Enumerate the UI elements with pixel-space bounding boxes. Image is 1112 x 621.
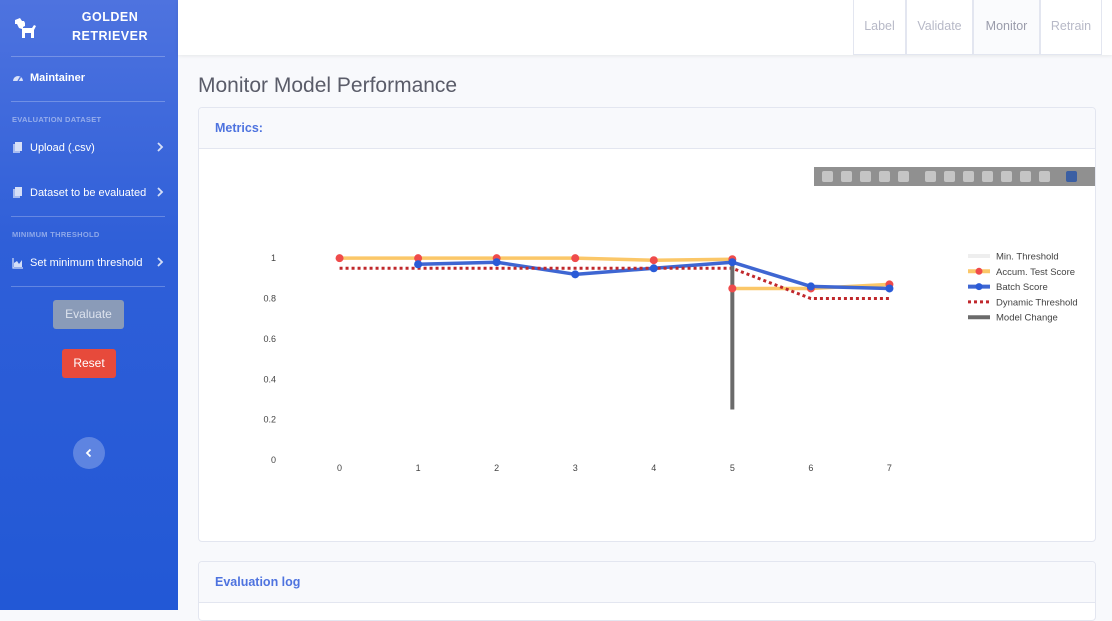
section-heading-threshold: MINIMUM THRESHOLD: [12, 230, 100, 239]
x-tick-label: 0: [337, 463, 342, 473]
y-tick-label: 1: [271, 253, 276, 263]
data-point: [571, 270, 580, 279]
chevron-right-icon: [157, 257, 164, 267]
zoom-in-icon[interactable]: [925, 171, 936, 182]
data-point: [649, 264, 658, 273]
data-point: [335, 254, 344, 263]
data-point: [414, 254, 423, 263]
reset-button[interactable]: Reset: [62, 349, 116, 378]
tab-monitor[interactable]: Monitor: [973, 0, 1040, 55]
hover-compare-icon[interactable]: [1039, 171, 1050, 182]
chevron-left-icon: [85, 448, 92, 458]
sidebar-item-label: Upload (.csv): [30, 142, 95, 154]
data-point: [571, 254, 580, 263]
lasso-icon[interactable]: [898, 171, 909, 182]
card-header: Evaluation log: [199, 562, 1095, 603]
copy-icon: [13, 142, 22, 153]
brand-line-2: RETRIEVER: [71, 29, 149, 43]
y-tick-label: 0.4: [263, 374, 276, 384]
dashboard-icon: [13, 76, 23, 82]
plotly-logo-icon[interactable]: [1066, 171, 1077, 182]
sidebar-item-label: Maintainer: [30, 72, 86, 84]
metrics-chart[interactable]: 0 0.2 0.4 0.6 0.8 1 0 1 2 3 4 5 6 7 Min. Threshold Accu…: [198, 186, 1095, 516]
data-point: [806, 282, 815, 291]
sidebar-divider: [11, 101, 165, 102]
x-tick-label: 2: [494, 463, 499, 473]
chevron-right-icon: [157, 142, 164, 152]
area-chart-icon: [12, 258, 23, 269]
reset-axes-icon[interactable]: [982, 171, 993, 182]
x-tick-label: 4: [651, 463, 656, 473]
x-tick-label: 6: [808, 463, 813, 473]
spike-lines-icon[interactable]: [1001, 171, 1012, 182]
tab-validate[interactable]: Validate: [906, 0, 973, 55]
card-title: Evaluation log: [215, 575, 301, 589]
card-header: Metrics:: [199, 108, 1095, 149]
y-tick-label: 0: [271, 455, 276, 465]
data-point: [728, 284, 737, 293]
tab-retrain[interactable]: Retrain: [1040, 0, 1102, 55]
legend-entry: Accum. Test Score: [996, 267, 1075, 278]
metrics-card: Metrics:: [198, 107, 1096, 542]
chevron-right-icon: [157, 187, 164, 197]
page-title: Monitor Model Performance: [198, 74, 458, 97]
x-tick-label: 7: [887, 463, 892, 473]
dog-logo-icon: [15, 18, 36, 38]
data-point: [414, 260, 423, 269]
tab-label[interactable]: Label: [853, 0, 906, 55]
sidebar-toggle-button[interactable]: [73, 437, 105, 469]
y-tick-label: 0.8: [263, 294, 276, 304]
sidebar-item-maintainer[interactable]: Maintainer: [12, 68, 168, 88]
sidebar-item-threshold[interactable]: Set minimum threshold: [12, 253, 168, 273]
sidebar: GOLDEN RETRIEVER Maintainer EVALUATION D…: [0, 0, 178, 610]
sidebar-item-upload[interactable]: Upload (.csv): [12, 138, 168, 158]
legend-entry: Model Change: [996, 313, 1058, 324]
legend-entry: Batch Score: [996, 282, 1048, 293]
legend-entry: Dynamic Threshold: [996, 297, 1078, 308]
y-tick-label: 0.2: [263, 415, 276, 425]
legend-marker: [975, 267, 983, 275]
sidebar-item-label: Dataset to be evaluated: [30, 187, 147, 199]
x-tick-label: 1: [416, 463, 421, 473]
zoom-out-icon[interactable]: [944, 171, 955, 182]
copy-icon: [13, 187, 22, 198]
x-tick-label: 3: [573, 463, 578, 473]
camera-icon[interactable]: [822, 171, 833, 182]
plot-modebar: [814, 167, 1095, 186]
data-point: [649, 256, 658, 265]
hover-closest-icon[interactable]: [1020, 171, 1031, 182]
card-title: Metrics:: [215, 121, 263, 135]
brand-line-1: GOLDEN: [81, 10, 139, 24]
evaluate-button[interactable]: Evaluate: [53, 300, 124, 329]
topbar: Label Validate Monitor Retrain: [178, 0, 1112, 55]
brand-name: GOLDEN RETRIEVER: [50, 8, 170, 46]
zoom-icon[interactable]: [841, 171, 852, 182]
y-tick-label: 0.6: [263, 334, 276, 344]
legend-entry: Min. Threshold: [996, 252, 1059, 263]
data-point: [492, 258, 501, 267]
pan-icon[interactable]: [860, 171, 871, 182]
series-line-dynamic-threshold: [339, 266, 890, 301]
evaluation-log-card: Evaluation log: [198, 561, 1096, 621]
sidebar-divider: [11, 216, 165, 217]
sidebar-divider: [11, 286, 165, 287]
data-point: [885, 284, 894, 293]
section-heading-eval: EVALUATION DATASET: [12, 115, 102, 124]
autoscale-icon[interactable]: [963, 171, 974, 182]
data-point: [728, 258, 737, 267]
x-tick-label: 5: [730, 463, 735, 473]
sidebar-divider: [11, 56, 165, 57]
brand[interactable]: GOLDEN RETRIEVER: [0, 0, 178, 56]
legend-marker: [975, 283, 983, 291]
sidebar-item-label: Set minimum threshold: [30, 257, 143, 269]
box-select-icon[interactable]: [879, 171, 890, 182]
sidebar-item-dataset[interactable]: Dataset to be evaluated: [12, 183, 168, 203]
